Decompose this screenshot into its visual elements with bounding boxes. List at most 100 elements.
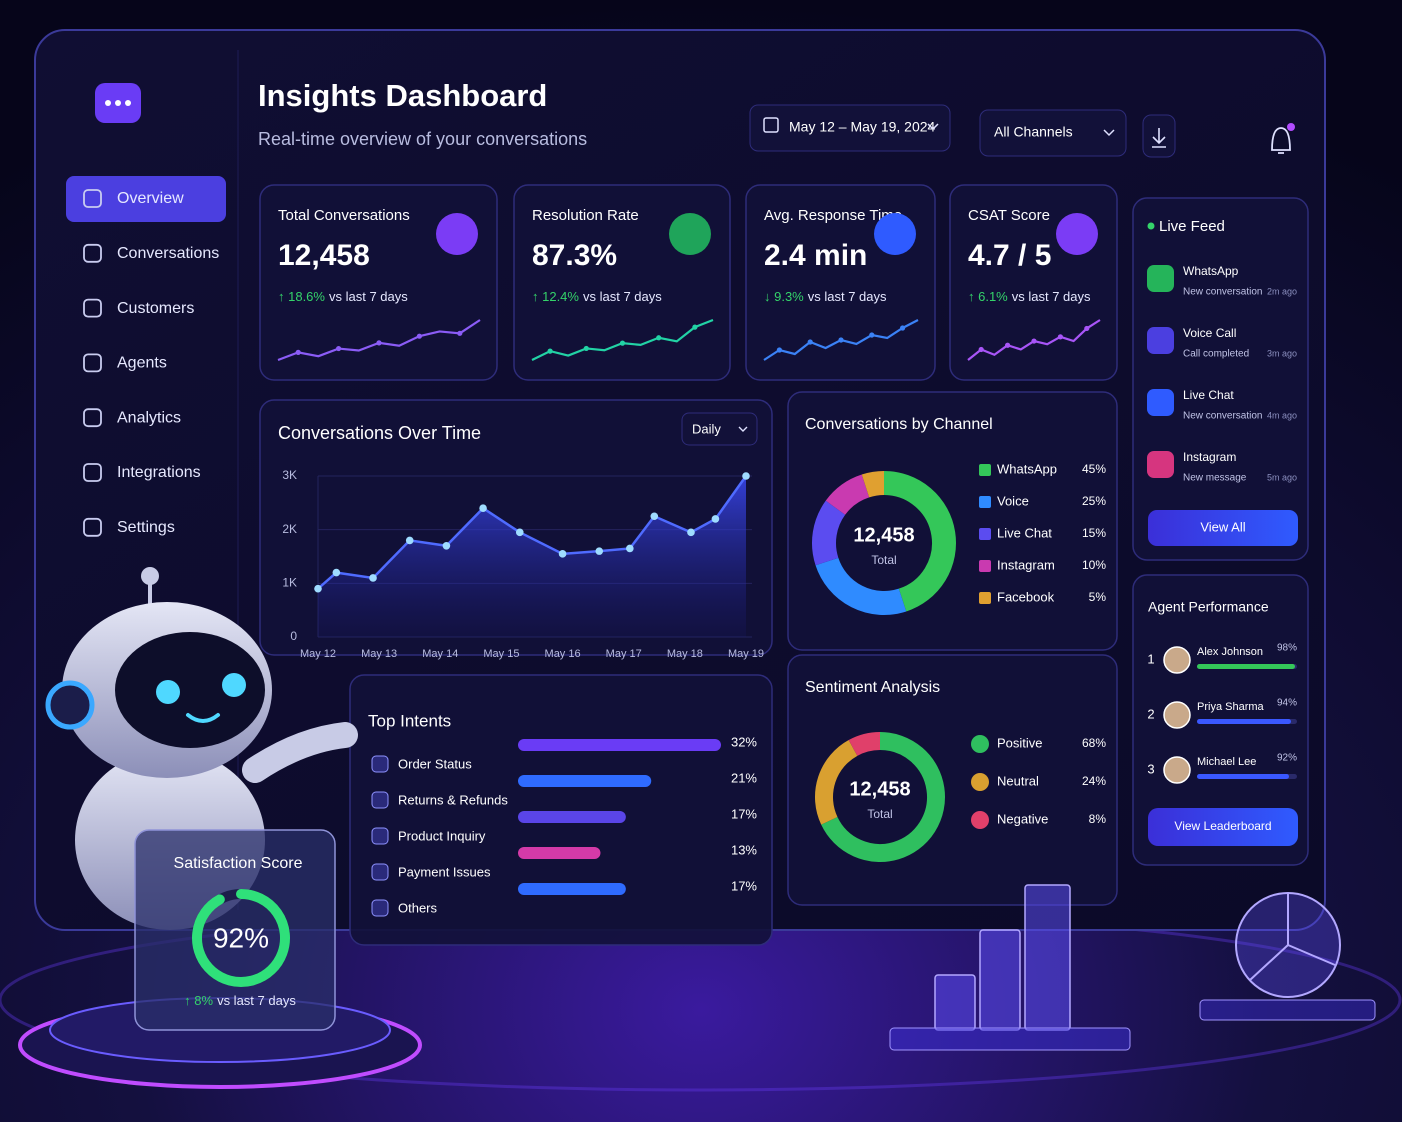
deco-pie-base: [1199, 999, 1376, 1021]
line-point: [515, 528, 524, 537]
line-point: [711, 515, 720, 523]
satisfaction-change-value: ↑ 8%: [184, 993, 213, 1008]
intent-label: Order Status: [398, 756, 472, 771]
legend-swatch: [979, 592, 991, 604]
kpi-period: vs last 7 days: [583, 289, 662, 304]
donut-center-value: 12,458: [849, 778, 910, 800]
feed-time: 3m ago: [1267, 348, 1297, 358]
line-point: [595, 547, 604, 555]
line-point: [687, 528, 695, 537]
robot-face: [115, 632, 265, 748]
chevron: [927, 123, 939, 131]
chart-title: Sentiment Analysis: [805, 679, 940, 696]
score-bar: [1197, 774, 1289, 779]
legend-value: 68%: [1082, 736, 1106, 750]
sparkline-point: [656, 335, 662, 341]
agent-rank: 1: [1147, 651, 1154, 666]
legend-label: Positive: [997, 735, 1043, 750]
donut-segment: [815, 740, 858, 825]
nav-icon: [83, 517, 102, 537]
legend-value: 25%: [1082, 494, 1106, 508]
kpi-title: Resolution Rate: [532, 207, 639, 224]
kpi-value: 87.3%: [532, 239, 617, 272]
sparkline-point: [1031, 338, 1037, 344]
bar-value-label: 13%: [731, 842, 757, 857]
donut-center-label: Total: [871, 553, 896, 567]
period-dropdown[interactable]: [681, 412, 758, 446]
donut-center-label: Total: [867, 807, 892, 821]
agent-avatar: [1163, 646, 1191, 674]
nav-item[interactable]: Customers: [117, 300, 194, 317]
nav-item[interactable]: Analytics: [117, 409, 181, 426]
period-label: Daily: [692, 421, 721, 436]
chart-title: Top Intents: [368, 711, 451, 730]
logo-dot: [125, 100, 131, 106]
sparkline-point: [807, 339, 813, 345]
intent-icon: [371, 827, 389, 845]
line-point: [442, 541, 451, 550]
legend-value: 8%: [1089, 812, 1107, 826]
sparkline-point: [869, 332, 875, 338]
legend-swatch: [979, 528, 991, 540]
legend-label: Voice: [997, 493, 1029, 508]
legend-value: 45%: [1082, 462, 1106, 476]
chevron: [1103, 129, 1115, 137]
feed-channel: Live Chat: [1183, 388, 1234, 402]
area-fill: [318, 476, 746, 637]
sparkline-point: [1057, 334, 1063, 340]
legend-swatch: [979, 560, 991, 572]
legend-label: Instagram: [997, 557, 1055, 572]
feed-event: Call completed: [1183, 349, 1249, 360]
line-point: [558, 550, 567, 558]
kpi-title: Avg. Response Time: [764, 207, 902, 224]
nav-icon: [83, 243, 102, 263]
kpi-value: 4.7 / 5: [968, 239, 1051, 272]
nav-icon: [83, 353, 102, 373]
feed-channel: Instagram: [1183, 450, 1236, 464]
sparkline-point: [547, 348, 553, 354]
nav-item[interactable]: Conversations: [117, 245, 219, 262]
bell-icon[interactable]: [1271, 127, 1291, 154]
y-tick-label: 3K: [282, 468, 297, 482]
agent-name: Michael Lee: [1197, 756, 1256, 768]
satisfaction-change: ↑ 8% vs last 7 days: [184, 993, 296, 1008]
deco-bar: [979, 929, 1021, 1031]
line-point: [314, 584, 322, 593]
legend-swatch: [979, 464, 991, 476]
kpi-change: ↓ 9.3% vs last 7 days: [764, 289, 887, 304]
bar: [518, 775, 652, 787]
line-point: [742, 472, 750, 480]
sparkline-point: [376, 340, 382, 346]
leaderboard-button[interactable]: [1148, 808, 1298, 846]
agent-rank: 2: [1147, 706, 1154, 721]
nav-item[interactable]: Integrations: [117, 464, 201, 481]
date-range-picker[interactable]: [749, 104, 951, 152]
legend-label: WhatsApp: [997, 461, 1057, 476]
legend-label: Facebook: [997, 589, 1055, 604]
line-point: [626, 544, 634, 553]
feed-channel: Voice Call: [1183, 326, 1236, 340]
leaderboard-label: View Leaderboard: [1174, 819, 1271, 833]
view-all-button[interactable]: [1148, 510, 1298, 546]
nav-item[interactable]: Settings: [117, 519, 175, 536]
kpi-icon: [669, 213, 711, 255]
nav-item[interactable]: Overview: [117, 190, 184, 207]
x-tick-label: May 18: [667, 648, 703, 660]
intent-icon: [371, 899, 389, 917]
line-point: [405, 536, 414, 545]
nav-icon: [83, 298, 102, 318]
legend-value: 10%: [1082, 558, 1106, 572]
x-tick-label: May 13: [361, 648, 397, 660]
page-subtitle: Real-time overview of your conversations: [258, 129, 587, 149]
channel-filter[interactable]: [979, 109, 1127, 157]
intent-icon: [371, 755, 389, 773]
agent-name: Alex Johnson: [1197, 646, 1263, 658]
intent-label: Product Inquiry: [398, 828, 486, 843]
agent-name: Priya Sharma: [1197, 701, 1265, 713]
kpi-title: Total Conversations: [278, 207, 410, 224]
sparkline-point: [336, 345, 342, 352]
kpi-period: vs last 7 days: [808, 289, 887, 304]
nav-item[interactable]: Agents: [117, 355, 167, 372]
